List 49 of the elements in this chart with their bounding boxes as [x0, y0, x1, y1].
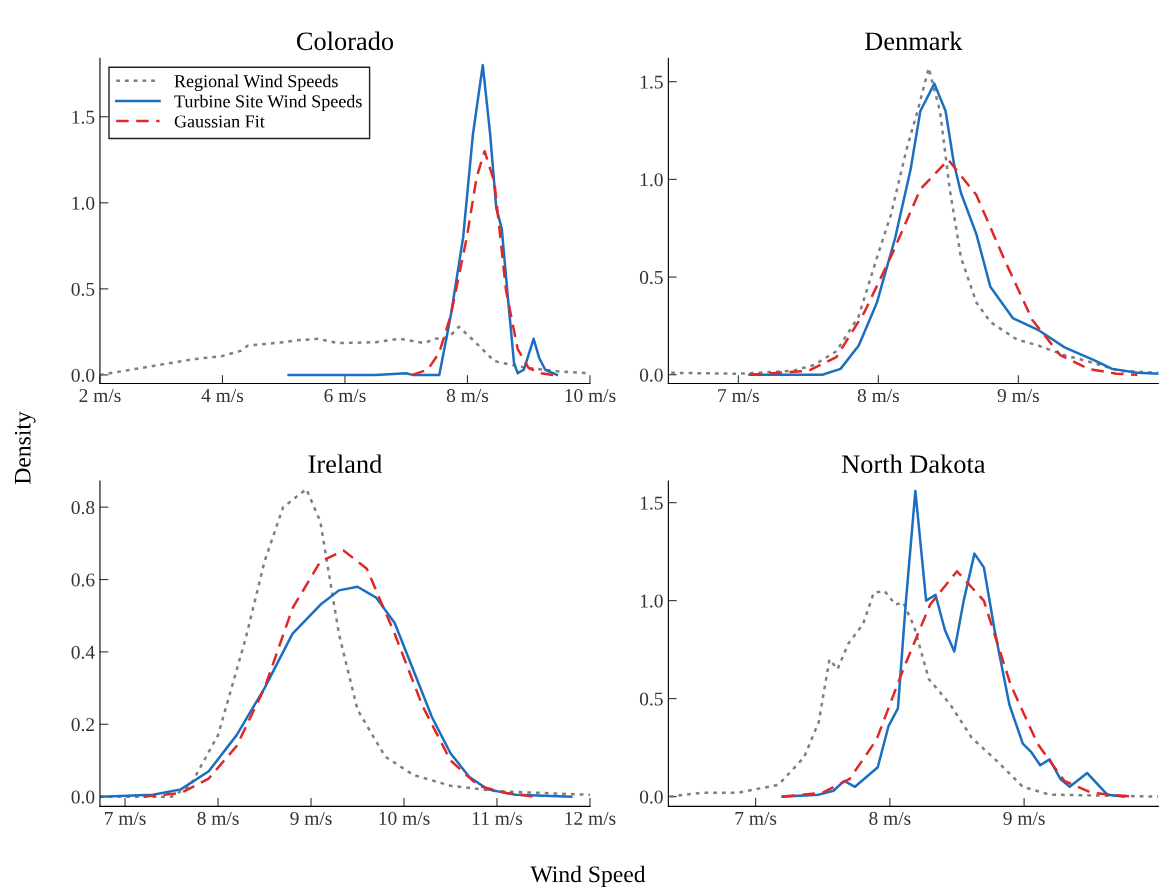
- x-tick-label: 7 m/s: [735, 811, 777, 825]
- y-tick-label: 0.5: [639, 692, 663, 706]
- x-tick-label: 8 m/s: [446, 388, 489, 403]
- chart-title: Colorado: [296, 31, 394, 51]
- x-tick-label: 4 m/s: [201, 389, 244, 403]
- line-series: [411, 149, 555, 377]
- x-tick-label: 12 m/s: [565, 811, 616, 825]
- x-tick-label: 9 m/s: [290, 811, 332, 825]
- y-tick-label: 1.5: [640, 75, 663, 89]
- y-tick-label: 0.0: [71, 790, 95, 804]
- y-tick-label: 0.5: [71, 282, 95, 296]
- line-series: [748, 158, 1139, 376]
- chart-title: Ireland: [308, 454, 382, 474]
- y-tick-label: 0.6: [71, 573, 95, 587]
- x-tick-label: 10 m/s: [565, 388, 616, 403]
- x-tick-label: 7 m/s: [105, 811, 146, 825]
- chart-title: North Dakota: [841, 454, 986, 474]
- x-tick-label: 8 m/s: [857, 388, 899, 403]
- y-tick-label: 1.0: [640, 594, 663, 608]
- y-tick-label: 1.0: [72, 196, 95, 210]
- legend-label: Regional Wind Speeds: [174, 74, 338, 92]
- x-tick-label: 8 m/s: [869, 811, 911, 825]
- x-tick-label: 2 m/s: [79, 389, 121, 403]
- line-series: [142, 549, 536, 798]
- legend-label: Gaussian Fit: [174, 115, 265, 128]
- y-tick-label: 0.0: [639, 368, 663, 382]
- y-tick-label: 1.0: [640, 173, 663, 187]
- x-axis-title: Wind Speed: [530, 865, 646, 888]
- x-tick-label: 10 m/s: [379, 811, 430, 825]
- x-tick-label: 6 m/s: [324, 389, 366, 403]
- y-axis-title: Density: [14, 411, 36, 485]
- x-tick-label: 9 m/s: [1003, 811, 1045, 825]
- line-series: [781, 489, 1125, 798]
- line-series: [668, 589, 1159, 798]
- y-tick-label: 0.0: [639, 790, 663, 804]
- x-tick-label: 9 m/s: [997, 389, 1039, 403]
- x-tick-label: 8 m/s: [197, 811, 239, 825]
- line-series: [748, 82, 1159, 376]
- y-tick-label: 1.5: [640, 496, 663, 510]
- y-tick-label: 1.5: [72, 110, 95, 124]
- x-tick-label: 7 m/s: [718, 389, 759, 403]
- y-tick-label: 0.4: [71, 645, 95, 659]
- y-tick-label: 0.0: [71, 368, 95, 382]
- legend-label: Turbine Site Wind Speeds: [174, 94, 362, 112]
- chart-title: Denmark: [865, 31, 963, 51]
- y-tick-label: 0.2: [71, 718, 95, 732]
- x-tick-label: 11 m/s: [472, 811, 523, 825]
- y-tick-label: 0.8: [71, 500, 95, 515]
- y-tick-label: 0.5: [639, 270, 663, 285]
